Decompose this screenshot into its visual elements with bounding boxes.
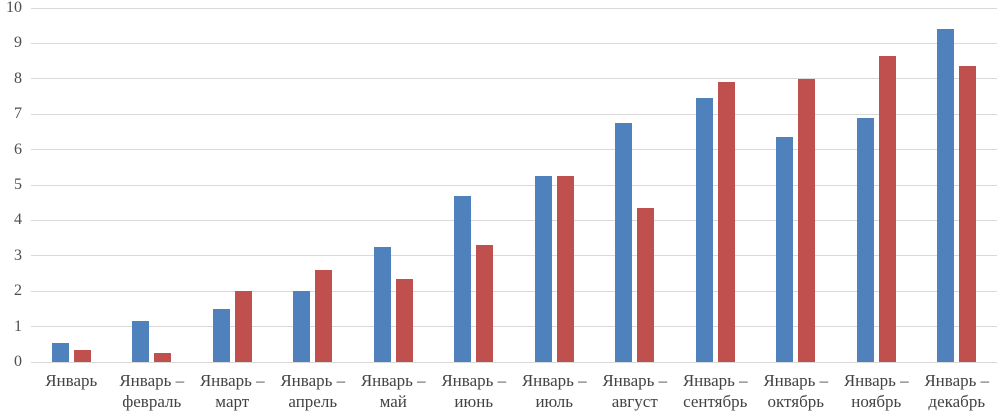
x-tick-label-line: Январь – xyxy=(360,371,426,390)
gridline xyxy=(31,149,997,151)
y-tick-label: 8 xyxy=(14,69,22,87)
bar-group xyxy=(353,8,434,362)
bar-red xyxy=(73,349,91,362)
bar-group xyxy=(273,8,354,362)
y-tick-label: 6 xyxy=(14,140,22,158)
bar-blue xyxy=(937,29,955,362)
x-tick-label-line: Январь – xyxy=(521,371,587,390)
x-tick-label-line: август xyxy=(611,392,658,411)
bar-blue xyxy=(293,291,311,362)
plot-area xyxy=(31,7,997,363)
x-tick-label: Январь – февраль xyxy=(112,370,193,412)
bar-red xyxy=(637,208,655,362)
bar-group xyxy=(192,8,273,362)
x-tick-label-line: Январь – xyxy=(280,371,346,390)
bar-red xyxy=(556,176,574,362)
x-tick-label-line: Январь – xyxy=(843,371,909,390)
x-tick-label: Январь xyxy=(31,370,112,412)
gridline xyxy=(31,290,997,292)
y-tick-label: 9 xyxy=(14,34,22,52)
bar-group xyxy=(434,8,515,362)
x-tick-label: Январь – июнь xyxy=(434,370,515,412)
x-tick-label-line: Январь – xyxy=(602,371,668,390)
bar-red xyxy=(798,78,816,362)
bar-red xyxy=(878,55,896,362)
x-tick-label: Январь – октябрь xyxy=(756,370,837,412)
bar-blue xyxy=(212,308,230,362)
bar-group xyxy=(595,8,676,362)
x-tick-label: Январь – март xyxy=(192,370,273,412)
x-tick-label-line: Январь xyxy=(45,371,98,390)
x-tick-label-line: ноябрь xyxy=(851,392,902,411)
bar-group xyxy=(917,8,998,362)
gridline xyxy=(31,361,997,363)
bar-red xyxy=(959,66,977,362)
bar-group xyxy=(756,8,837,362)
bar-group xyxy=(836,8,917,362)
bar-blue xyxy=(695,98,713,362)
x-tick-label-line: Январь – xyxy=(682,371,748,390)
x-tick-label-line: март xyxy=(215,392,250,411)
gridline xyxy=(31,255,997,257)
y-tick-label: 3 xyxy=(14,246,22,264)
x-tick-label-line: Январь – xyxy=(119,371,185,390)
x-tick-label-line: февраль xyxy=(122,392,182,411)
x-tick-label-line: сентябрь xyxy=(683,392,748,411)
gridline xyxy=(31,42,997,44)
x-tick-label: Январь – июль xyxy=(514,370,595,412)
x-tick-label-line: Январь – xyxy=(199,371,265,390)
bar-blue xyxy=(534,176,552,362)
bar-red xyxy=(234,291,252,362)
y-axis: 0 1 2 3 4 5 6 7 8 9 10 xyxy=(0,0,24,370)
y-tick-label: 5 xyxy=(14,176,22,193)
bar-blue xyxy=(776,137,794,362)
bar-blue xyxy=(132,321,150,362)
bar-red xyxy=(154,353,172,362)
x-tick-label-line: декабрь xyxy=(928,392,986,411)
bar-blue xyxy=(454,195,472,362)
bar-blue xyxy=(856,117,874,362)
y-tick-label: 1 xyxy=(14,317,22,335)
bar-group xyxy=(31,8,112,362)
x-tick-label: Январь – август xyxy=(595,370,676,412)
bar-blue xyxy=(615,123,633,362)
bar-red xyxy=(315,269,333,362)
y-tick-label: 10 xyxy=(6,0,22,16)
x-tick-label-line: Январь – xyxy=(763,371,829,390)
bar-blue xyxy=(373,246,391,362)
y-tick-label: 0 xyxy=(14,353,22,370)
bar-red xyxy=(717,82,735,362)
x-tick-label: Январь – ноябрь xyxy=(836,370,917,412)
x-tick-label-line: Январь – xyxy=(441,371,507,390)
x-axis: Январь Январь – февраль Январь – март Январь … xyxy=(31,370,997,412)
bar-group xyxy=(675,8,756,362)
gridline xyxy=(31,184,997,186)
gridline xyxy=(31,113,997,115)
x-tick-label-line: июнь xyxy=(454,392,494,411)
gridline xyxy=(31,326,997,328)
gridline xyxy=(31,7,997,9)
x-tick-label-line: май xyxy=(379,392,407,411)
y-tick-label: 4 xyxy=(14,211,22,229)
bar-blue xyxy=(51,342,69,362)
x-tick-label-line: апрель xyxy=(288,392,338,411)
bar-group xyxy=(514,8,595,362)
bar-group xyxy=(112,8,193,362)
bar-groups xyxy=(31,8,997,362)
gridline xyxy=(31,78,997,80)
bar-red xyxy=(395,278,413,362)
x-tick-label-line: июль xyxy=(535,392,574,411)
gridline xyxy=(31,219,997,221)
y-tick-label: 7 xyxy=(14,105,22,123)
x-tick-label: Январь – май xyxy=(353,370,434,412)
x-tick-label-line: октябрь xyxy=(767,392,824,411)
bar-red xyxy=(476,245,494,362)
y-tick-label: 2 xyxy=(14,282,22,300)
x-tick-label: Январь – декабрь xyxy=(917,370,998,412)
x-tick-label: Январь – сентябрь xyxy=(675,370,756,412)
x-tick-label-line: Январь – xyxy=(924,371,990,390)
x-tick-label: Январь – апрель xyxy=(273,370,354,412)
